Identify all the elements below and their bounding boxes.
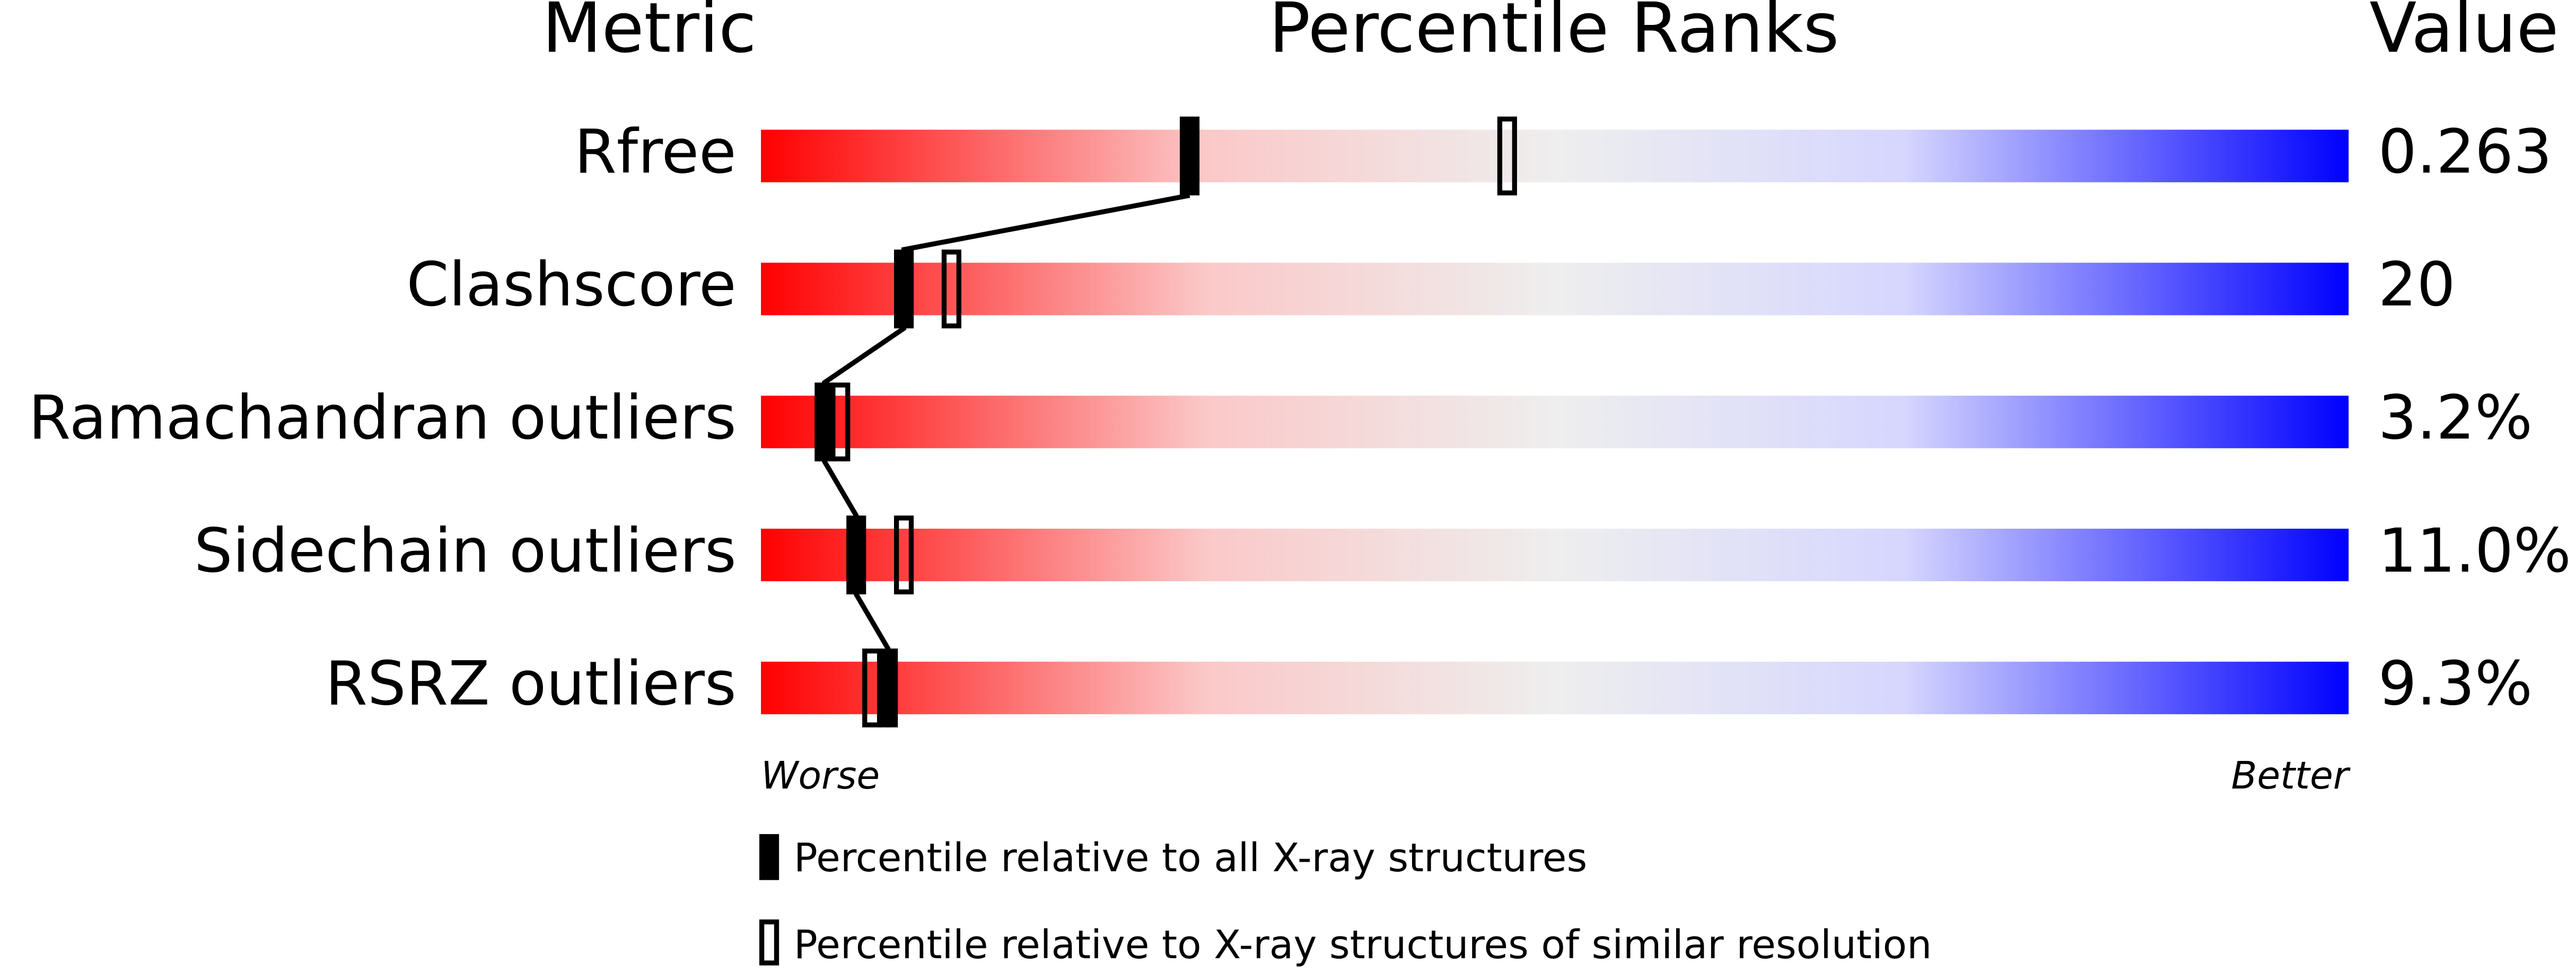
metric-value: 3.2%: [2378, 383, 2533, 453]
value-header: Value: [2369, 0, 2559, 68]
slider-bar: [761, 262, 2349, 316]
relative-marker: [941, 249, 961, 329]
legend-relative: Percentile relative to X-ray structures …: [794, 922, 1932, 968]
metric-label: RSRZ outliers: [325, 649, 736, 720]
legend-solid-swatch: [759, 834, 779, 880]
legend-absolute: Percentile relative to all X-ray structu…: [794, 835, 1587, 881]
absolute-marker: [878, 649, 898, 728]
relative-marker: [1497, 116, 1517, 196]
metric-header: Metric: [542, 0, 756, 68]
metric-label: Ramachandran outliers: [29, 383, 737, 453]
metric-label: Rfree: [574, 117, 736, 187]
absolute-marker: [893, 249, 914, 329]
worse-label: Worse: [761, 754, 880, 798]
legend-open-swatch: [759, 919, 779, 966]
slider-bar: [761, 661, 2349, 714]
slider-bar: [761, 396, 2349, 449]
absolute-marker: [814, 382, 835, 462]
metric-value: 9.3%: [2378, 649, 2533, 720]
ranks-header: Percentile Ranks: [1269, 0, 1839, 68]
better-label: Better: [2231, 754, 2351, 798]
absolute-marker: [846, 515, 866, 594]
metric-value: 11.0%: [2378, 516, 2571, 586]
relative-marker: [893, 515, 914, 594]
slider-bar: [761, 529, 2349, 582]
metric-value: 20: [2378, 250, 2456, 320]
metric-label: Clashscore: [407, 250, 737, 320]
absolute-marker: [1179, 116, 1200, 196]
metric-value: 0.263: [2378, 117, 2552, 187]
slider-bar: [761, 129, 2349, 182]
metric-label: Sidechain outliers: [194, 516, 737, 586]
